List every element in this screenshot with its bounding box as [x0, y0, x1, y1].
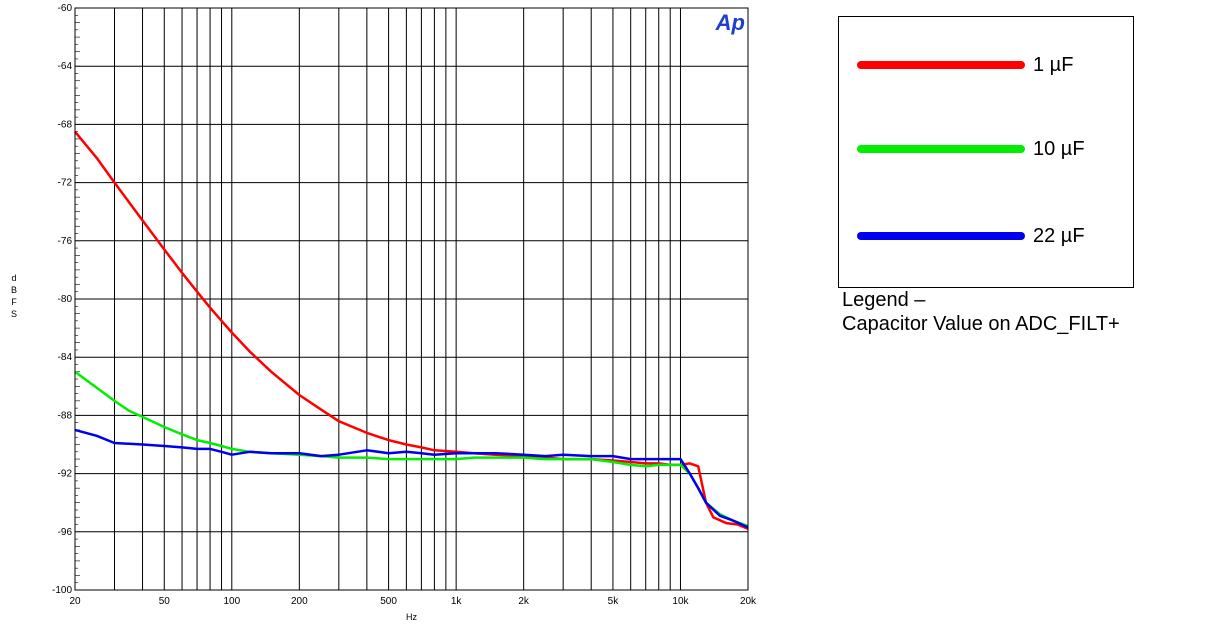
ap-logo: Ap	[715, 10, 745, 35]
grid-major	[75, 7, 748, 591]
legend-swatch	[857, 232, 1025, 240]
y-axis-label-letter: d	[11, 273, 16, 283]
x-axis-label: Hz	[406, 612, 417, 622]
y-tick-label: -64	[58, 61, 73, 72]
x-tick-label: 5k	[608, 596, 620, 607]
x-tick-label: 50	[159, 596, 171, 607]
legend-caption: Legend – Capacitor Value on ADC_FILT+	[842, 288, 1120, 336]
legend-item-10uf: 10 µF	[857, 134, 1085, 164]
x-tick-label: 20	[69, 596, 81, 607]
y-tick-label: -100	[52, 585, 72, 596]
legend-box: 1 µF 10 µF 22 µF	[838, 16, 1134, 288]
chart: -60 -64 -68 -72 -76 -80 -84 -88 -92 -96 -100 20 50 1…	[11, 3, 757, 622]
legend-label: 22 µF	[1033, 224, 1085, 247]
x-tick-label: 1k	[451, 596, 463, 607]
series-line-2	[74, 370, 749, 528]
y-axis-label-letter: F	[11, 297, 17, 307]
y-tick-label: -60	[58, 3, 73, 14]
y-axis-label-letter: S	[11, 309, 17, 319]
plot-frame	[74, 7, 749, 591]
y-tick-label: -76	[58, 236, 73, 247]
y-tick-label: -92	[58, 469, 73, 480]
y-tick-label: -72	[58, 178, 73, 189]
series-layer	[74, 130, 749, 531]
legend-swatch	[857, 145, 1025, 153]
x-tick-label: 10k	[672, 596, 689, 607]
x-tick-label: 200	[291, 596, 308, 607]
y-tick-label: -68	[58, 119, 73, 130]
y-axis-label-letter: B	[11, 285, 17, 295]
legend-swatch	[857, 61, 1025, 69]
y-tick-label: -84	[58, 352, 73, 363]
legend-caption-line1: Legend –	[842, 289, 926, 311]
legend-caption-line2: Capacitor Value on ADC_FILT+	[842, 313, 1120, 335]
x-tick-label: 100	[223, 596, 240, 607]
y-tick-label: -88	[58, 410, 73, 421]
legend-item-1uf: 1 µF	[857, 50, 1073, 80]
x-tick-labels: 20 50 100 200 500 1k 2k 5k 10k 20k	[69, 596, 757, 607]
y-tick-labels: -60 -64 -68 -72 -76 -80 -84 -88 -92 -96 -100	[52, 3, 72, 596]
legend-label: 10 µF	[1033, 137, 1085, 160]
legend-item-22uf: 22 µF	[857, 221, 1085, 251]
series-line-1	[74, 130, 749, 531]
x-tick-label: 500	[380, 596, 397, 607]
y-tick-label: -80	[58, 294, 73, 305]
legend-label: 1 µF	[1033, 53, 1074, 76]
x-tick-label: 20k	[740, 596, 757, 607]
series-line-3	[74, 428, 749, 529]
y-tick-label: -96	[58, 527, 73, 538]
x-tick-label: 2k	[518, 596, 530, 607]
